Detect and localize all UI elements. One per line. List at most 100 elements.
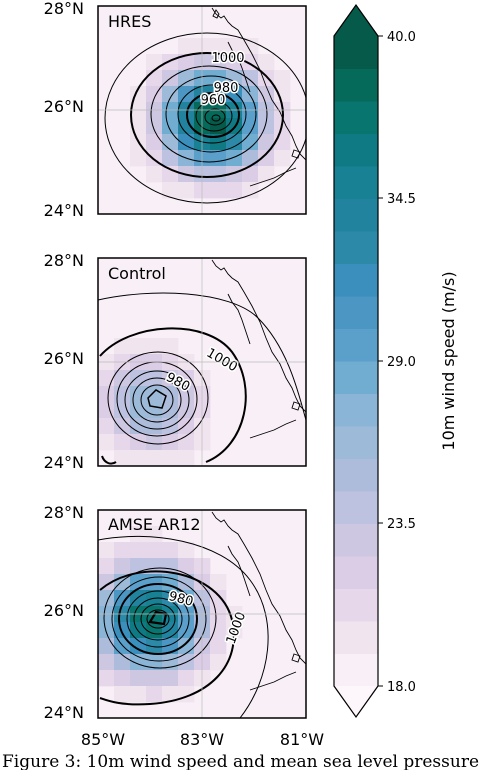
x-tick-label: 83°W	[180, 730, 224, 749]
wind-cell	[130, 386, 147, 403]
wind-cell	[258, 150, 275, 167]
contour-line	[104, 32, 306, 204]
wind-cell	[242, 118, 259, 135]
contour-line	[204, 108, 226, 126]
wind-cell	[162, 558, 179, 575]
y-tick-labels: 28°N 26°N 24°N	[44, 503, 84, 722]
wind-cell	[210, 166, 227, 183]
wind-cell	[210, 182, 227, 199]
wind-cell	[98, 386, 115, 403]
contour-line	[195, 100, 233, 132]
wind-cell	[146, 54, 163, 71]
gridlines	[98, 258, 306, 466]
wind-cell	[98, 670, 115, 687]
coastline	[211, 7, 306, 187]
wind-cell	[146, 574, 163, 591]
wind-cell	[98, 558, 115, 575]
colorbar-tick-label: 23.5	[387, 517, 416, 532]
contour-line	[132, 377, 182, 423]
pressure-contours	[98, 292, 306, 465]
wind-cell	[98, 542, 115, 559]
coastline	[211, 511, 306, 691]
colorbar-bin	[334, 458, 378, 492]
wind-cell	[162, 434, 179, 451]
wind-cell	[178, 38, 195, 55]
wind-cell	[114, 542, 131, 559]
colorbar-bin	[334, 328, 378, 362]
x-tick-label: 81°W	[280, 730, 324, 749]
y-tick-label: 28°N	[44, 503, 84, 522]
wind-cell	[130, 450, 147, 466]
wind-cell	[274, 86, 291, 103]
wind-cell	[130, 542, 147, 559]
wind-cell	[258, 86, 275, 103]
colorbar-bin	[334, 198, 378, 232]
x-tick-labels: 85°W 83°W 81°W	[81, 730, 324, 749]
wind-cell	[210, 638, 227, 655]
wind-field	[98, 338, 211, 466]
panel-amse-ar12: 980 1000 AMSE AR12 28°N 26°N 24°N 85°W 8…	[44, 503, 325, 749]
wind-cell	[162, 670, 179, 687]
panel-frame	[97, 257, 307, 467]
wind-cell	[114, 558, 131, 575]
wind-cell	[98, 654, 115, 671]
contour-line	[147, 389, 167, 409]
colorbar-tick-label: 34.5	[387, 192, 416, 207]
wind-cell	[146, 558, 163, 575]
colorbar-label: 10m wind speed (m/s)	[439, 271, 458, 450]
colorbar-bin	[334, 426, 378, 459]
contour-line	[126, 590, 190, 648]
y-tick-labels: 28°N 26°N 24°N	[44, 251, 84, 472]
wind-cell	[114, 622, 131, 639]
wind-cell	[178, 182, 195, 199]
panel-frame	[97, 5, 307, 215]
y-tick-label: 26°N	[44, 349, 84, 368]
colorbar-tick-label: 18.0	[387, 680, 416, 695]
wind-cell	[162, 686, 179, 703]
wind-cell	[162, 118, 179, 135]
contour-label: 960	[201, 93, 226, 108]
colorbar-bin	[334, 621, 378, 654]
y-tick-label: 28°N	[44, 0, 84, 18]
wind-cell	[130, 402, 147, 419]
wind-cell	[162, 386, 179, 403]
wind-cell	[114, 402, 131, 419]
wind-cell	[130, 338, 147, 355]
colorbar-extend-max	[334, 5, 378, 36]
wind-cell	[258, 70, 275, 87]
wind-cell	[130, 686, 147, 703]
colorbar-bin	[334, 556, 378, 589]
contour-line	[107, 351, 209, 445]
contour-line	[146, 609, 170, 629]
contour-line	[211, 114, 221, 122]
colorbar-bin	[334, 263, 378, 297]
wind-cell	[130, 370, 147, 387]
wind-cell	[146, 402, 163, 419]
wind-cell	[114, 670, 131, 687]
y-tick-label: 24°N	[44, 453, 84, 472]
gridlines	[98, 510, 306, 718]
wind-cell	[178, 402, 195, 419]
colorbar-bin	[334, 68, 378, 102]
wind-cell	[130, 526, 147, 543]
contour-label: 1000	[211, 51, 244, 66]
wind-cell	[146, 542, 163, 559]
contour-line	[111, 576, 207, 662]
wind-cell	[162, 402, 179, 419]
wind-cell	[146, 338, 163, 355]
y-tick-label: 24°N	[44, 201, 84, 220]
colorbar-bin	[334, 36, 378, 69]
panel-control: 1000 980 Control 28°N 26°N 24°N	[44, 251, 307, 472]
panel-title: HRES	[108, 12, 151, 31]
wind-cell	[162, 450, 179, 466]
wind-cell	[226, 166, 243, 183]
colorbar-bin	[334, 231, 378, 264]
wind-cell	[226, 70, 243, 87]
wind-cell	[130, 150, 147, 167]
colorbar-bin	[334, 523, 378, 557]
colorbar-bin	[334, 296, 378, 329]
pressure-contours	[98, 535, 269, 718]
wind-cell	[130, 418, 147, 435]
contour-line	[98, 292, 306, 421]
panel-hres: 1000 980 960 HRES 28°N 26°N 24°N	[44, 0, 307, 220]
